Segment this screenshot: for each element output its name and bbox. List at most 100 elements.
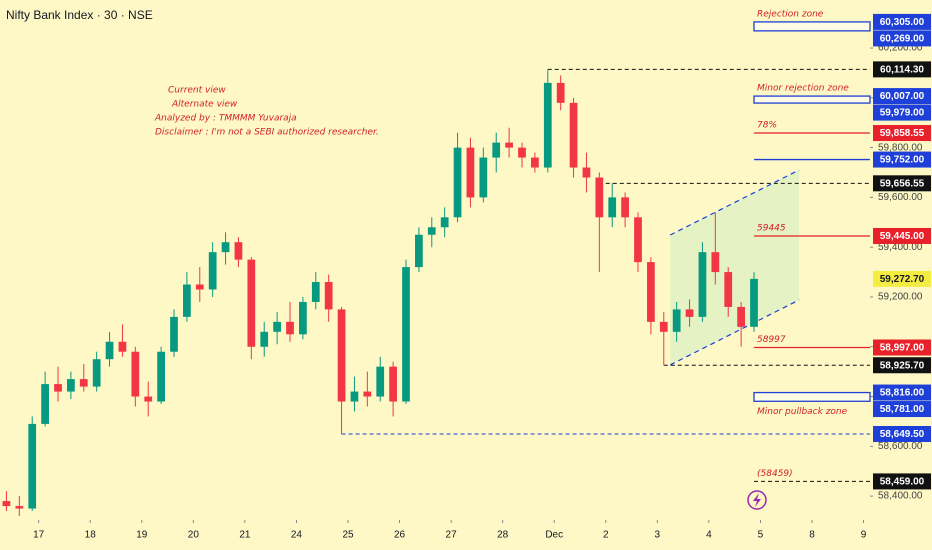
candle-body: [402, 267, 410, 402]
candle-body: [41, 384, 49, 424]
price-tag-label: 59,272.70: [880, 274, 925, 285]
price-tag: [873, 473, 931, 490]
price-tag-label: 58,781.00: [880, 404, 925, 415]
x-tick-label: Dec: [545, 530, 563, 541]
y-tick-label: 60,200.00: [878, 43, 923, 54]
candle-body: [15, 506, 24, 509]
candle-body: [311, 282, 320, 302]
candle-body: [260, 331, 269, 347]
x-tick-label: 9: [861, 530, 867, 541]
candle-body: [337, 309, 346, 402]
candle-body: [737, 306, 745, 327]
candle-body: [608, 197, 617, 218]
candle-body: [724, 272, 733, 307]
channel-line: [669, 299, 800, 366]
price-tag-label: 59,858.55: [880, 128, 925, 139]
x-tick-label: 2: [603, 530, 609, 541]
x-tick-label: 19: [136, 530, 148, 541]
zone: [753, 391, 871, 402]
candle-body: [131, 351, 140, 397]
candle-body: [685, 309, 694, 317]
annotation: Analyzed by : TMMMM Yuvaraja: [154, 114, 297, 124]
price-tag-label: 59,979.00: [880, 108, 925, 119]
price-tag: [873, 30, 931, 47]
candle-body: [389, 366, 397, 402]
x-tick-label: 8: [809, 530, 815, 541]
candle-body: [195, 284, 204, 290]
price-tag: [873, 270, 931, 287]
y-tick-label: 58,400.00: [878, 491, 923, 502]
candle-body: [531, 157, 539, 168]
price-tag-label: 58,997.00: [880, 343, 925, 354]
candle-body: [556, 82, 565, 103]
candle-body: [28, 423, 37, 509]
candle-body: [105, 341, 114, 360]
level-note: (58459): [757, 469, 793, 479]
candle-body: [466, 147, 475, 198]
candle-body: [350, 391, 359, 402]
x-tick-label: 27: [446, 530, 458, 541]
candle-body: [634, 217, 642, 263]
candle-body: [698, 252, 707, 317]
x-tick-label: 18: [85, 530, 97, 541]
candle-body: [157, 351, 165, 402]
price-tag: [873, 61, 931, 78]
price-tag: [873, 13, 931, 30]
x-tick-label: 24: [291, 530, 303, 541]
annotation: Current view: [168, 86, 226, 96]
price-tag: [873, 125, 931, 142]
candle-body: [569, 102, 578, 168]
candle-body: [415, 234, 423, 268]
candle-body: [67, 379, 75, 392]
price-tag-label: 59,752.00: [880, 155, 925, 166]
x-tick-label: 26: [394, 530, 406, 541]
price-tag: [873, 104, 931, 121]
annotation: Disclaimer : I'm not a SEBI authorized r…: [155, 128, 379, 138]
candle-body: [595, 177, 604, 218]
y-tick-label: 59,600.00: [878, 192, 923, 203]
candle-body: [79, 379, 88, 387]
level-note: 78%: [757, 121, 777, 131]
price-tag-label: 58,459.00: [880, 477, 925, 488]
candle-body: [505, 142, 513, 148]
candle-body: [543, 82, 552, 168]
candle-body: [621, 197, 629, 218]
x-tick-label: 3: [655, 530, 661, 541]
candle-body: [299, 301, 307, 335]
zone-label: Minor pullback zone: [757, 407, 848, 417]
zone: [753, 21, 871, 32]
y-tick-label: 58,600.00: [878, 441, 923, 452]
price-tag-label: 60,114.30: [880, 65, 924, 76]
candle-body: [711, 252, 720, 273]
price-tag-label: 60,269.00: [880, 34, 925, 45]
candle-body: [647, 262, 655, 322]
alert-icon: [747, 490, 767, 510]
channel-line: [669, 169, 800, 236]
zone: [753, 95, 871, 104]
y-tick-label: 59,800.00: [878, 142, 923, 153]
candle-body: [54, 384, 62, 392]
candle-body: [208, 252, 217, 290]
candle-body: [234, 242, 243, 260]
x-tick-label: 20: [188, 530, 200, 541]
candle-body: [183, 284, 191, 317]
price-tag-label: 59,445.00: [880, 231, 925, 242]
price-tag-label: 60,305.00: [880, 17, 925, 28]
x-tick-label: 28: [497, 530, 509, 541]
candle-body: [492, 142, 501, 158]
x-tick-label: 5: [758, 530, 764, 541]
zone-label: Rejection zone: [757, 9, 824, 19]
price-tag-label: 58,649.50: [880, 429, 925, 440]
candle-body: [440, 217, 449, 228]
candle-body: [118, 341, 127, 352]
candle-body: [2, 501, 11, 507]
price-tag-label: 59,656.55: [880, 178, 925, 189]
candle-body: [750, 278, 758, 327]
candle-body: [427, 227, 436, 235]
x-tick-label: 25: [342, 530, 354, 541]
annotation: Alternate view: [171, 100, 238, 110]
candle-body: [221, 242, 230, 253]
x-tick-label: 17: [33, 530, 45, 541]
price-tag: [873, 175, 931, 192]
